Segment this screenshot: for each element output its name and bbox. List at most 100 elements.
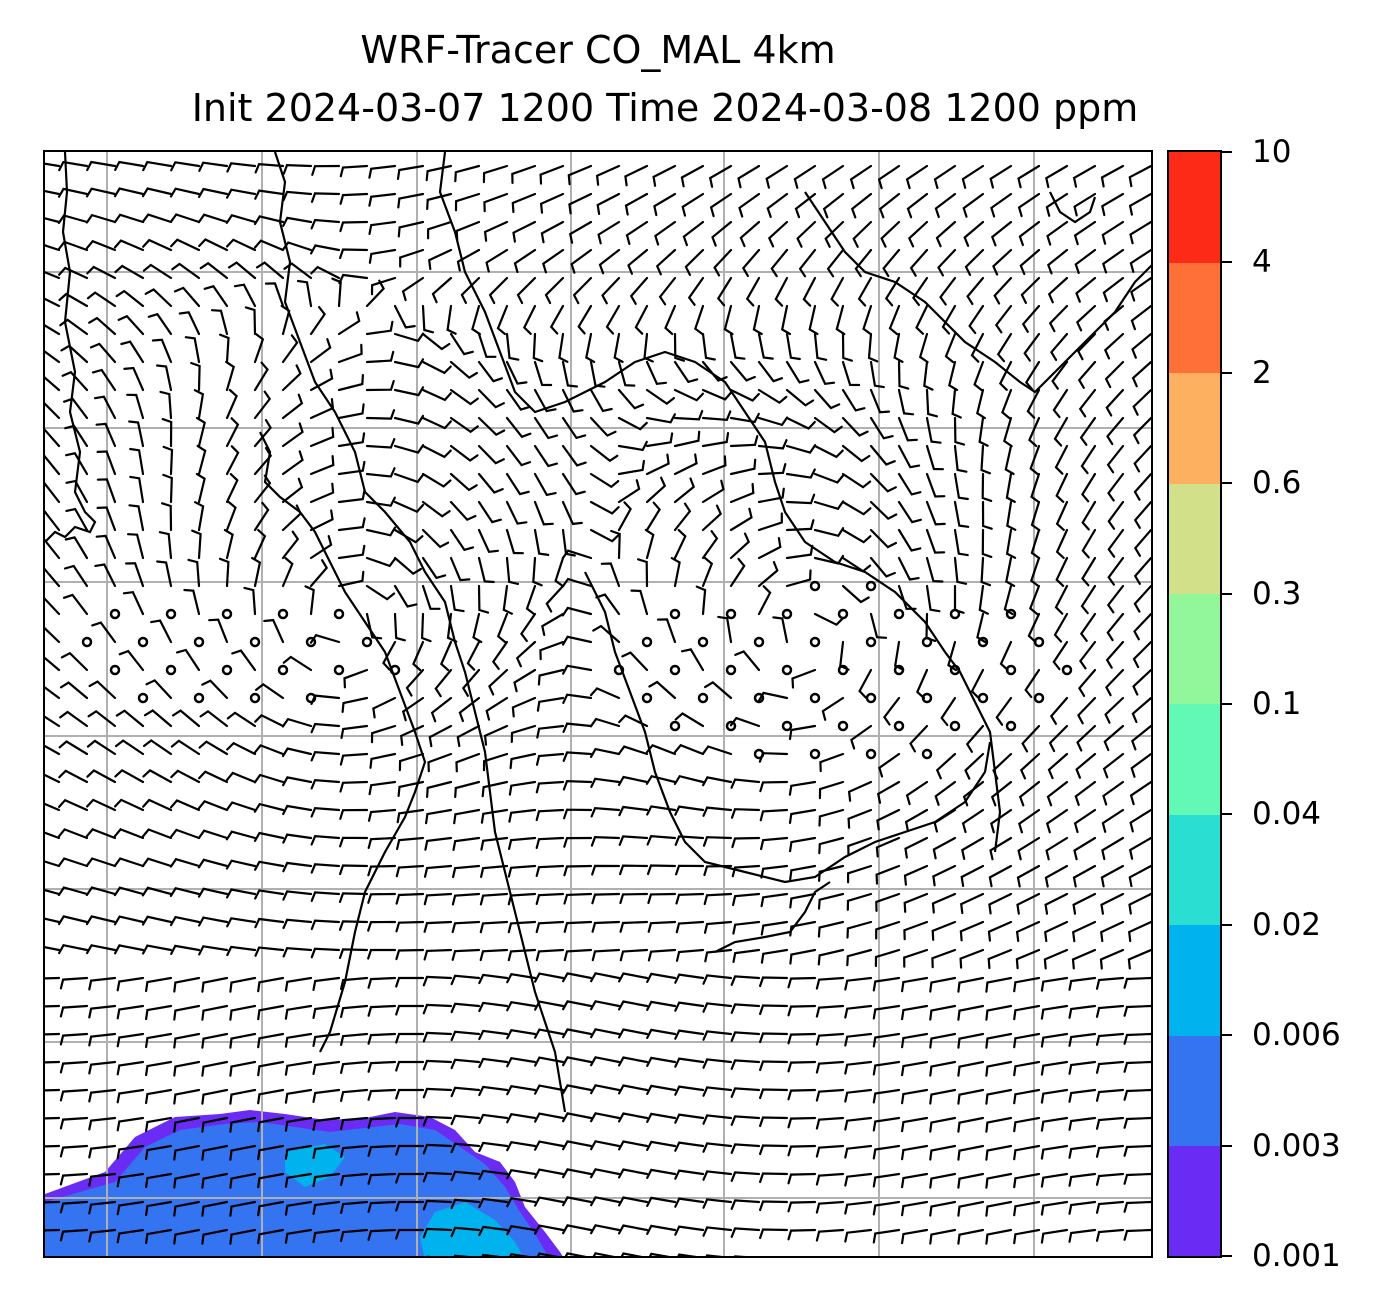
wind-barb [985, 1172, 1013, 1189]
wind-barb [482, 164, 509, 184]
wind-barb [1068, 1172, 1097, 1187]
wind-barb [337, 403, 365, 420]
wind-barb [367, 1060, 397, 1073]
wind-barb [87, 709, 117, 728]
wind-barb [618, 835, 649, 846]
wind-barb [113, 827, 145, 840]
wind-barb [759, 1088, 789, 1100]
wind-barb [393, 304, 416, 329]
wind-barb [173, 1116, 201, 1133]
wind-barb [729, 435, 759, 448]
wind-barb [173, 1060, 201, 1077]
wind-barb [1104, 696, 1125, 724]
wind-barb [312, 1116, 341, 1131]
wind-barb [45, 627, 61, 644]
wind-barb [675, 864, 705, 876]
wind-barb [670, 557, 681, 588]
wind-barb [563, 808, 593, 820]
wind-barb [618, 1224, 649, 1235]
wind-barb [281, 530, 300, 560]
wind-barb [1074, 248, 1097, 274]
wind-barb [562, 1224, 593, 1235]
wind-barb [88, 1144, 117, 1159]
wind-barb [701, 745, 733, 756]
wind-barb [872, 1172, 901, 1188]
wind-barb [506, 1224, 537, 1236]
wind-barb [729, 458, 757, 476]
wind-barb [59, 710, 89, 728]
wind-barb [821, 696, 845, 721]
wind-barb [589, 717, 621, 728]
wind-barb [1078, 668, 1097, 697]
wind-barb [563, 864, 593, 877]
wind-barb [760, 864, 789, 879]
wind-barb [114, 160, 145, 171]
wind-barb [872, 1088, 901, 1104]
wind-barb [992, 752, 1013, 780]
wind-barb [701, 432, 730, 448]
wind-barb [395, 1032, 425, 1044]
wind-barb [989, 164, 1013, 189]
wind-barb [282, 190, 313, 202]
wind-barb [309, 426, 335, 448]
wind-barb [116, 976, 145, 992]
wind-barb [645, 774, 677, 785]
wind-barb [537, 668, 565, 686]
wind-barb [145, 1200, 173, 1217]
wind-barb [625, 220, 649, 245]
calm-marker [669, 608, 681, 620]
colorbar-tick-label: 4 [1252, 244, 1272, 281]
wind-barb [477, 388, 505, 409]
wind-barb [674, 1225, 705, 1236]
wind-barb [508, 780, 537, 796]
wind-barb [1133, 584, 1151, 613]
wind-barb [85, 857, 117, 868]
wind-barb [506, 1112, 537, 1124]
wind-barb [723, 304, 734, 336]
wind-barb [788, 780, 817, 796]
wind-barb [63, 564, 89, 588]
wind-barb [677, 1253, 697, 1256]
wind-barb [449, 444, 479, 462]
calm-marker [669, 664, 681, 676]
wind-barb [1101, 220, 1125, 245]
wind-barb [451, 948, 481, 961]
wind-barb [145, 1172, 173, 1189]
wind-barb [674, 1085, 705, 1096]
wind-barb [817, 948, 845, 966]
wind-barb [450, 1198, 481, 1210]
wind-barb [844, 1172, 873, 1187]
wind-barb [176, 648, 201, 672]
wind-barb [897, 388, 915, 416]
wind-barb [341, 696, 369, 713]
wind-barb [869, 612, 888, 639]
wind-barb [730, 1087, 761, 1098]
wind-barb [646, 1224, 677, 1235]
wind-barb [183, 588, 201, 616]
wind-barb [901, 1088, 929, 1105]
wind-barb [365, 350, 395, 364]
wind-barb [312, 1004, 341, 1019]
wind-barb [645, 453, 670, 476]
wind-barb [254, 189, 285, 200]
wind-barb [45, 1116, 61, 1120]
wind-barb [1072, 892, 1097, 915]
wind-barb [1013, 1088, 1041, 1105]
wind-barb [1045, 808, 1069, 834]
wind-barb [1095, 1172, 1125, 1186]
wind-barb [145, 1060, 173, 1077]
wind-barb [876, 780, 901, 804]
wind-barb [59, 1032, 89, 1046]
wind-barb [835, 304, 846, 336]
wind-barb [400, 724, 425, 746]
wind-barb [421, 332, 451, 351]
wind-barb [505, 332, 520, 361]
wind-barb [951, 388, 962, 419]
wind-barb [770, 248, 789, 278]
wind-barb [431, 276, 453, 304]
wind-barb [705, 1254, 723, 1256]
wind-barb [1131, 332, 1151, 359]
wind-barb [126, 393, 145, 420]
colorbar-segment [1169, 924, 1220, 1036]
wind-barb [757, 512, 783, 532]
